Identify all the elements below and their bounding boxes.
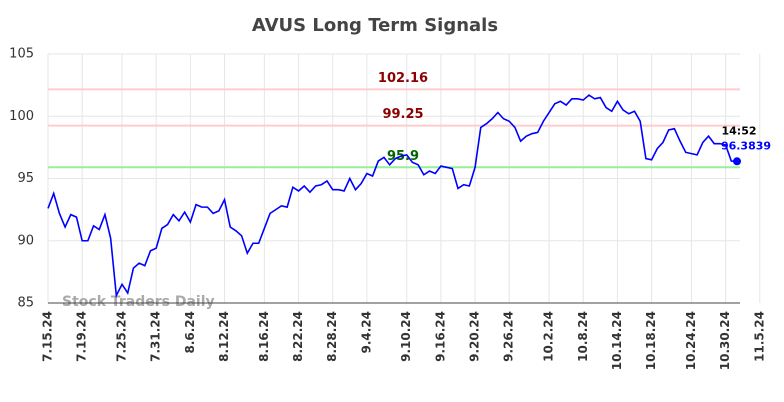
x-tick-label: 9.10.24 bbox=[399, 311, 413, 362]
last-time: 14:52 bbox=[721, 124, 756, 137]
price-line bbox=[47, 94, 738, 299]
x-tick-label: 9.26.24 bbox=[502, 311, 516, 362]
x-tick-label: 8.6.24 bbox=[183, 311, 197, 354]
y-tick-label: 90 bbox=[17, 233, 34, 248]
level-label: 102.16 bbox=[378, 71, 428, 86]
x-tick-label: 7.15.24 bbox=[41, 311, 55, 362]
x-tick-label: 7.19.24 bbox=[75, 311, 89, 362]
watermark: Stock Traders Daily bbox=[62, 294, 215, 310]
x-tick-label: 7.31.24 bbox=[149, 311, 163, 362]
chart-title: AVUS Long Term Signals bbox=[252, 15, 498, 36]
x-tick-label: 10.2.24 bbox=[542, 311, 556, 362]
x-tick-label: 7.25.24 bbox=[115, 311, 129, 362]
y-tick-label: 100 bbox=[9, 109, 34, 124]
x-tick-label: 10.30.24 bbox=[718, 311, 732, 370]
x-tick-label: 8.12.24 bbox=[217, 311, 231, 362]
y-tick-label: 95 bbox=[17, 171, 34, 186]
x-tick-label: 10.8.24 bbox=[576, 311, 590, 362]
x-tick-label: 11.5.24 bbox=[752, 311, 766, 362]
x-tick-label: 9.20.24 bbox=[468, 311, 482, 362]
last-point bbox=[733, 157, 741, 166]
x-tick-label: 10.24.24 bbox=[684, 311, 698, 370]
x-tick-label: 8.22.24 bbox=[291, 311, 305, 362]
x-tick-label: 9.4.24 bbox=[359, 311, 373, 354]
level-label: 99.25 bbox=[382, 107, 423, 122]
x-tick-label: 10.18.24 bbox=[644, 311, 658, 370]
last-value: 96.3839 bbox=[721, 139, 771, 152]
x-tick-label: 8.16.24 bbox=[257, 311, 271, 362]
x-tick-label: 9.16.24 bbox=[433, 311, 447, 362]
y-tick-label: 105 bbox=[9, 47, 34, 62]
x-tick-label: 8.28.24 bbox=[325, 311, 339, 362]
x-tick-label: 10.14.24 bbox=[610, 311, 624, 370]
y-tick-label: 85 bbox=[17, 296, 34, 311]
